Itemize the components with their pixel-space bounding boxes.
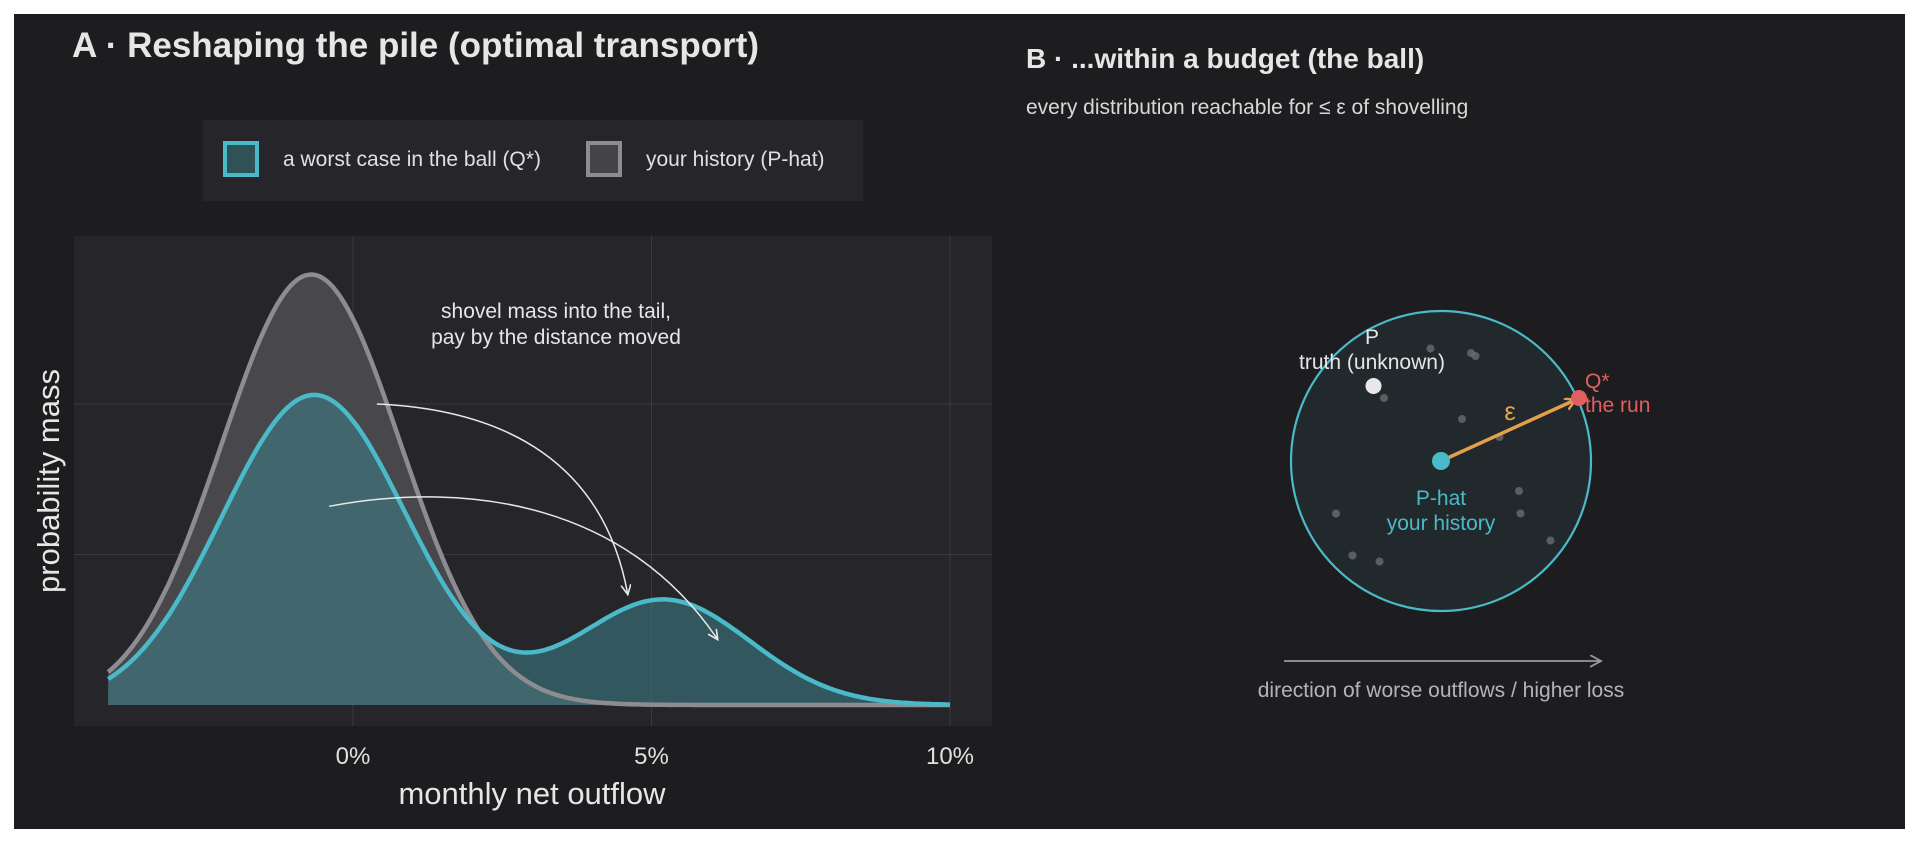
sample-point bbox=[1515, 487, 1523, 495]
sample-point bbox=[1458, 415, 1466, 423]
panel-b-ball-diagram bbox=[1289, 309, 1593, 613]
x-tick-label: 10% bbox=[926, 743, 974, 770]
panel-b-direction-label: direction of worse outflows / higher los… bbox=[1258, 679, 1625, 702]
sample-point bbox=[1380, 394, 1388, 402]
sample-point bbox=[1546, 536, 1555, 545]
transport-arrow bbox=[376, 403, 628, 594]
panel-b-title: B · ...within a budget (the ball) bbox=[1026, 43, 1425, 74]
panel-a-transport-arrows bbox=[328, 403, 717, 639]
panel-b-worst-symbol: Q* bbox=[1585, 370, 1610, 393]
worst-point bbox=[1571, 390, 1587, 406]
legend-swatch-phat bbox=[586, 141, 622, 177]
legend-label-phat: your history (P-hat) bbox=[646, 148, 825, 171]
sample-point bbox=[1471, 352, 1480, 360]
sample-point bbox=[1516, 509, 1525, 518]
legend: a worst case in the ball (Q*) your histo… bbox=[203, 120, 863, 201]
center-point bbox=[1432, 452, 1450, 470]
panel-a-annotation-line1: shovel mass into the tail, bbox=[441, 300, 671, 323]
x-tick-label: 0% bbox=[336, 743, 371, 770]
panel-b-truth-symbol: P bbox=[1365, 326, 1379, 349]
series-line-qstar bbox=[106, 392, 951, 707]
panel-a-densities bbox=[106, 272, 951, 708]
panel-a-title: A · Reshaping the pile (optimal transpor… bbox=[72, 26, 760, 65]
panel-b-worst-label: the run bbox=[1585, 394, 1650, 417]
x-tick-label: 5% bbox=[634, 743, 669, 770]
sample-point bbox=[1426, 344, 1435, 353]
panel-b-epsilon-label: ε bbox=[1504, 396, 1516, 426]
panel-b-truth-label: truth (unknown) bbox=[1299, 351, 1445, 374]
legend-swatch-qstar bbox=[223, 141, 259, 177]
panel-b-center-symbol: P-hat bbox=[1416, 487, 1466, 510]
sample-point bbox=[1375, 557, 1384, 566]
legend-label-qstar: a worst case in the ball (Q*) bbox=[283, 148, 541, 171]
radius-arrow-epsilon bbox=[1440, 400, 1575, 463]
area-fill-qstar bbox=[108, 394, 950, 705]
series-line-phat bbox=[106, 272, 950, 708]
sample-point bbox=[1332, 509, 1340, 518]
panel-a-annotation-line2: pay by the distance moved bbox=[431, 326, 681, 349]
sample-point bbox=[1348, 551, 1357, 560]
transport-arrow bbox=[328, 496, 717, 639]
panel-a-x-axis-label: monthly net outflow bbox=[398, 776, 666, 811]
panel-b-center-label: your history bbox=[1387, 512, 1496, 535]
truth-point bbox=[1365, 378, 1382, 394]
panel-a-x-ticks: 0% 5% 10% bbox=[336, 743, 974, 770]
panel-b-subtitle: every distribution reachable for ≤ ε of … bbox=[1026, 96, 1469, 119]
panel-a-y-axis-label: probability mass bbox=[31, 369, 66, 593]
